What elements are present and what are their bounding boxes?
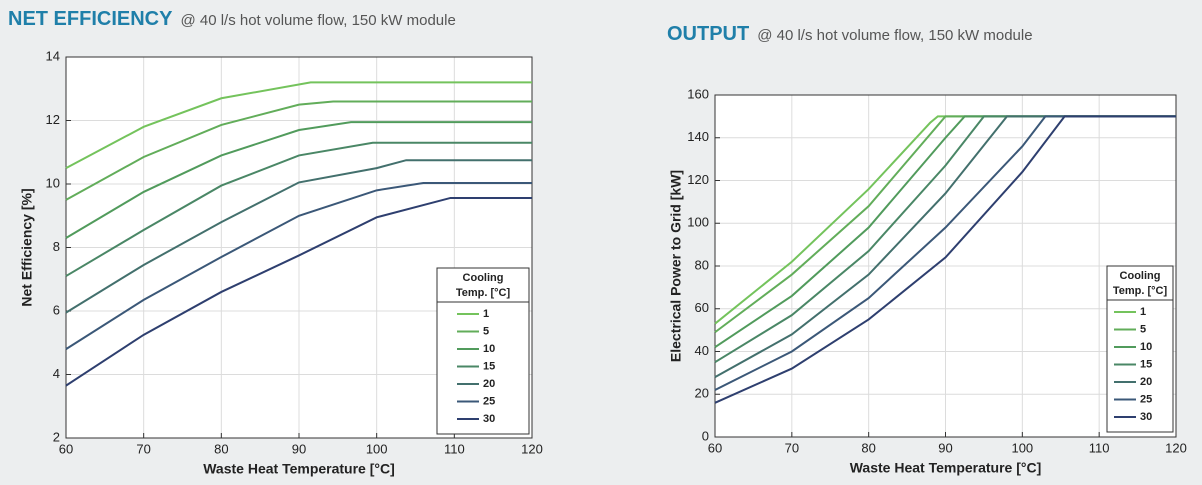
legend-title: Temp. [°C] [456, 287, 511, 299]
legend-box [436, 267, 530, 435]
legend-box [1106, 265, 1174, 433]
legend-label: 10 [483, 343, 495, 355]
chart-subtitle: @ 40 l/s hot volume flow, 150 kW module [757, 27, 1032, 44]
y-tick-label: 80 [695, 257, 709, 272]
y-tick-label: 60 [695, 300, 709, 315]
x-axis-label: Waste Heat Temperature [°C] [850, 460, 1042, 476]
x-tick-label: 100 [1011, 440, 1033, 455]
y-tick-label: 10 [46, 175, 60, 190]
x-tick-label: 90 [938, 440, 952, 455]
legend-label: 15 [483, 360, 495, 372]
line-series [65, 141, 532, 277]
legend-label: 5 [1140, 323, 1146, 335]
plot-frame [65, 56, 533, 439]
line-series [65, 196, 532, 387]
legend-label: 1 [483, 308, 489, 320]
line-series [714, 115, 1176, 391]
line-series [65, 182, 532, 350]
x-tick-label: 100 [366, 441, 388, 456]
legend-label: 25 [1140, 393, 1152, 405]
line-series [714, 115, 1176, 379]
x-tick-label: 120 [521, 441, 543, 456]
y-tick-label: 140 [687, 129, 709, 144]
y-tick-label: 160 [687, 86, 709, 101]
x-tick-label: 120 [1165, 440, 1187, 455]
x-tick-label: 80 [861, 440, 875, 455]
line-series [714, 115, 1176, 404]
y-tick-label: 8 [53, 239, 60, 254]
x-tick-label: 90 [292, 441, 306, 456]
line-series [65, 159, 532, 314]
y-tick-label: 6 [53, 302, 60, 317]
line-series [65, 121, 532, 239]
x-tick-label: 70 [136, 441, 150, 456]
y-tick-label: 4 [53, 366, 60, 381]
legend-label: 1 [1140, 306, 1146, 318]
line-series [65, 81, 532, 170]
x-tick-label: 60 [59, 441, 73, 456]
y-tick-label: 120 [687, 172, 709, 187]
chart-subtitle: @ 40 l/s hot volume flow, 150 kW module [180, 12, 455, 29]
legend-label: 5 [483, 325, 489, 337]
chart-title: NET EFFICIENCY [8, 8, 173, 30]
y-tick-label: 12 [46, 112, 60, 127]
y-tick-label: 2 [53, 429, 60, 444]
y-tick-label: 14 [46, 48, 60, 63]
y-tick-label: 0 [702, 428, 709, 443]
legend-label: 10 [1140, 341, 1152, 353]
x-axis-label: Waste Heat Temperature [°C] [203, 461, 395, 477]
legend-title: Temp. [°C] [1113, 285, 1168, 297]
x-tick-label: 70 [785, 440, 799, 455]
y-tick-label: 40 [695, 343, 709, 358]
legend-title: Cooling [463, 272, 504, 284]
legend-label: 20 [1140, 376, 1152, 388]
plot-frame [714, 94, 1177, 438]
legend-label: 20 [483, 378, 495, 390]
legend-label: 30 [483, 413, 495, 425]
legend-label: 30 [1140, 411, 1152, 423]
y-axis-label: Electrical Power to Grid [kW] [668, 170, 684, 362]
chart-title: OUTPUT [667, 23, 749, 45]
x-tick-label: 110 [1089, 440, 1110, 455]
line-series [65, 100, 532, 201]
x-tick-label: 60 [708, 440, 722, 455]
x-tick-label: 110 [444, 441, 465, 456]
legend-title: Cooling [1120, 270, 1161, 282]
legend-label: 15 [1140, 358, 1152, 370]
y-axis-label: Net Efficiency [%] [19, 188, 35, 306]
y-tick-label: 100 [687, 215, 709, 230]
x-tick-label: 80 [214, 441, 228, 456]
y-tick-label: 20 [695, 386, 709, 401]
legend-label: 25 [483, 395, 495, 407]
